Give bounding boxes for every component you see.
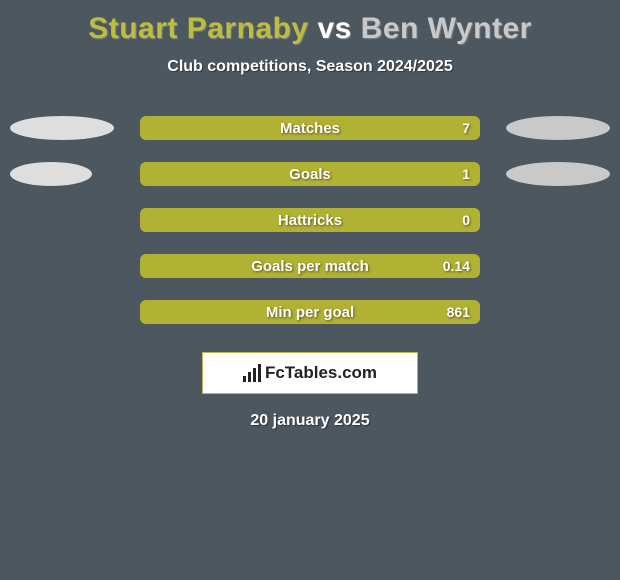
stat-value: 0.14 (443, 258, 470, 274)
logo-text: FcTables.com (265, 363, 377, 383)
stat-value: 0 (462, 212, 470, 228)
stat-row: Goals 1 (10, 162, 610, 186)
player-a-oval (10, 162, 92, 186)
stat-row: Goals per match 0.14 (10, 254, 610, 278)
stat-value: 7 (462, 120, 470, 136)
stats-comparison-card: Stuart Parnaby vs Ben Wynter Club compet… (0, 0, 620, 580)
stat-bar: Goals per match 0.14 (140, 254, 480, 278)
stat-value: 1 (462, 166, 470, 182)
stat-bar: Matches 7 (140, 116, 480, 140)
stat-label: Hattricks (278, 212, 342, 229)
stat-bar: Goals 1 (140, 162, 480, 186)
fctables-logo[interactable]: FcTables.com (202, 352, 418, 394)
stat-rows: Matches 7 Goals 1 Hattricks 0 Goals per match 0… (10, 116, 610, 324)
stat-label: Goals (289, 166, 331, 183)
stat-row: Hattricks 0 (10, 208, 610, 232)
stat-row: Min per goal 861 (10, 300, 610, 324)
subtitle: Club competitions, Season 2024/2025 (10, 58, 610, 76)
stat-label: Goals per match (251, 258, 369, 275)
player-b-name: Ben Wynter (361, 12, 532, 45)
player-b-oval (506, 116, 610, 140)
bar-chart-icon (243, 364, 261, 382)
stat-label: Min per goal (266, 304, 354, 321)
stat-value: 861 (447, 304, 470, 320)
stat-bar: Min per goal 861 (140, 300, 480, 324)
player-b-oval (506, 162, 610, 186)
snapshot-date: 20 january 2025 (10, 412, 610, 430)
player-a-name: Stuart Parnaby (88, 12, 308, 45)
player-a-oval (10, 116, 114, 140)
stat-row: Matches 7 (10, 116, 610, 140)
stat-label: Matches (280, 120, 340, 137)
page-title: Stuart Parnaby vs Ben Wynter (10, 12, 610, 46)
stat-bar: Hattricks 0 (140, 208, 480, 232)
vs-text: vs (317, 12, 351, 45)
